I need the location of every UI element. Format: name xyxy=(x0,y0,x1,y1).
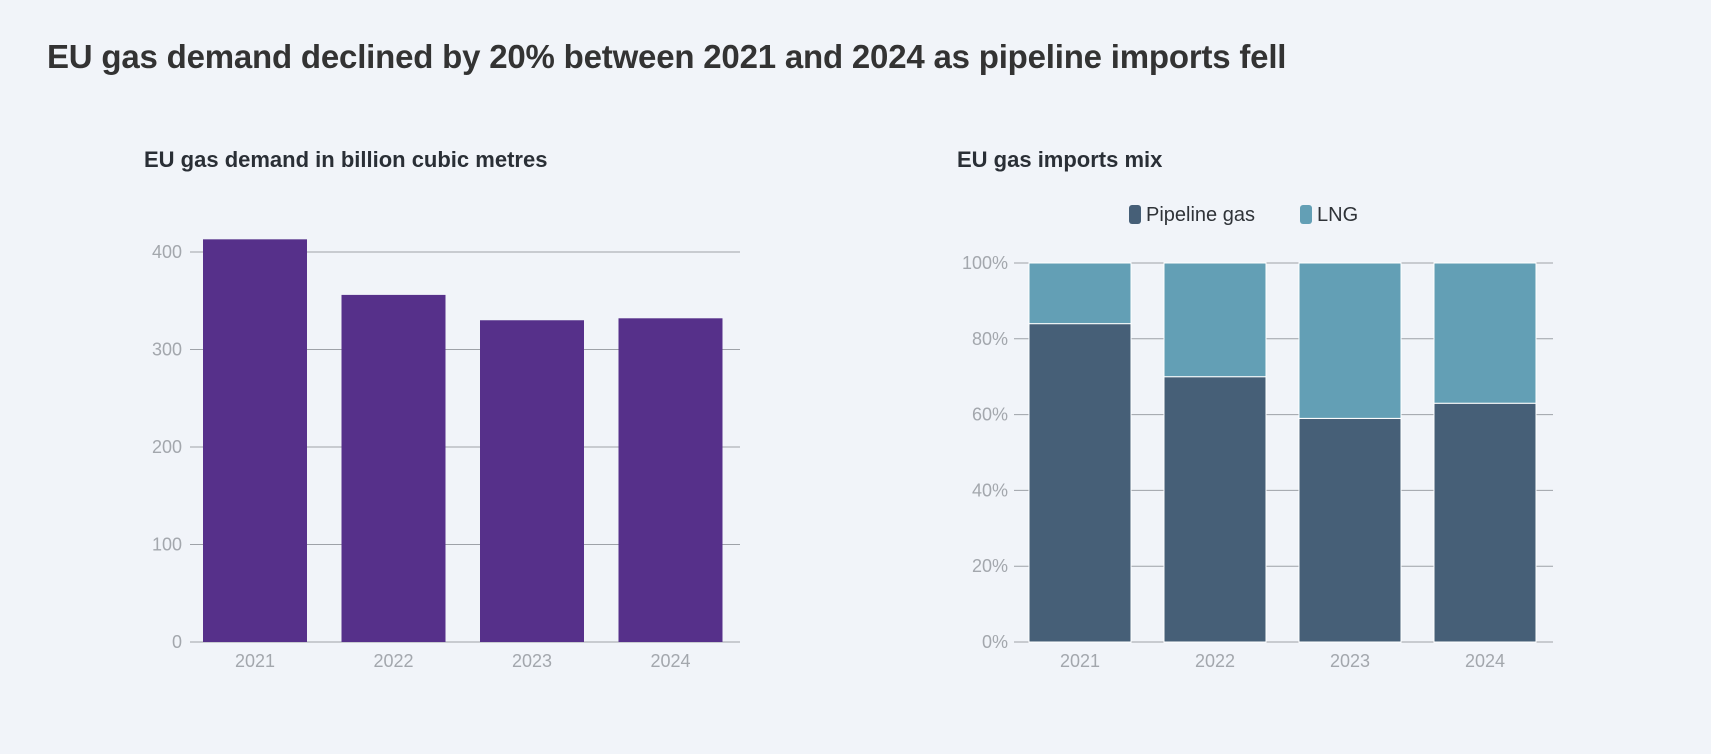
imports-x-tick-label: 2021 xyxy=(1060,651,1100,671)
demand-bar-2023 xyxy=(480,320,584,642)
demand-bar-2021 xyxy=(203,239,307,642)
demand-x-tick-label: 2021 xyxy=(235,651,275,671)
demand-y-tick-label: 0 xyxy=(172,632,182,652)
page-headline: EU gas demand declined by 20% between 20… xyxy=(47,38,1287,75)
demand-bar-2022 xyxy=(341,294,446,642)
legend-label: Pipeline gas xyxy=(1146,204,1255,226)
imports-y-tick-label: 0% xyxy=(982,632,1008,652)
demand-y-tick-label: 200 xyxy=(152,437,182,457)
demand-x-tick-label: 2023 xyxy=(512,651,552,671)
demand-x-tick-label: 2022 xyxy=(373,651,413,671)
demand-y-tick-label: 400 xyxy=(152,242,182,262)
imports-y-tick-label: 100% xyxy=(962,253,1008,273)
demand-y-tick-label: 300 xyxy=(152,340,182,360)
imports-bar-lng-2022 xyxy=(1163,262,1267,378)
imports-y-tick-label: 60% xyxy=(972,405,1008,425)
demand-x-tick-label: 2024 xyxy=(650,651,690,671)
imports-x-tick-label: 2023 xyxy=(1330,651,1370,671)
demand-chart-title: EU gas demand in billion cubic metres xyxy=(144,147,548,172)
legend-label: LNG xyxy=(1317,204,1358,226)
imports-x-tick-label: 2022 xyxy=(1195,651,1235,671)
imports-bar-pipeline-gas-2022 xyxy=(1163,376,1267,643)
imports-bar-lng-2023 xyxy=(1298,262,1402,419)
imports-bar-pipeline-gas-2023 xyxy=(1298,417,1402,643)
imports-bar-pipeline-gas-2024 xyxy=(1433,402,1537,643)
imports-bar-pipeline-gas-2021 xyxy=(1028,323,1132,643)
imports-y-tick-label: 20% xyxy=(972,556,1008,576)
legend-swatch-pipeline-gas xyxy=(1129,205,1141,224)
imports-y-tick-label: 80% xyxy=(972,329,1008,349)
imports-bar-lng-2024 xyxy=(1433,262,1537,404)
legend-swatch-lng xyxy=(1300,205,1312,224)
demand-bar-2024 xyxy=(618,318,723,642)
imports-y-tick-label: 40% xyxy=(972,480,1008,500)
demand-y-tick-label: 100 xyxy=(152,535,182,555)
imports-bar-lng-2021 xyxy=(1028,262,1132,325)
imports-x-tick-label: 2024 xyxy=(1465,651,1505,671)
imports-chart-title: EU gas imports mix xyxy=(957,147,1163,172)
